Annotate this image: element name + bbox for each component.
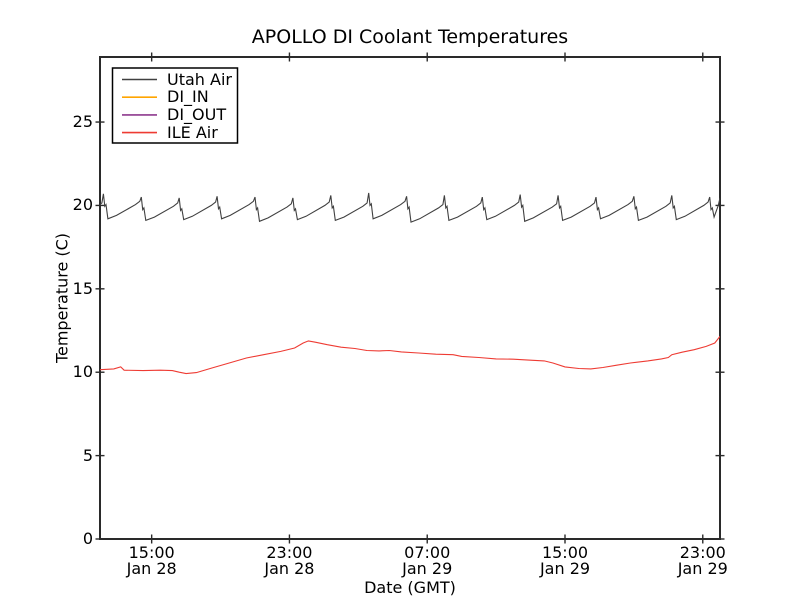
legend-label-ile-air: ILE Air xyxy=(167,122,218,142)
x-tick-date: Jan 29 xyxy=(677,559,728,578)
x-tick-date: Jan 29 xyxy=(402,559,453,578)
x-tick-label: 07:00 Jan 29 xyxy=(382,545,472,577)
y-tick-label: 0 xyxy=(82,529,93,548)
y-tick-label: 10 xyxy=(72,362,93,382)
y-tick-label: 20 xyxy=(72,195,93,215)
x-tick-label: 15:00 Jan 28 xyxy=(107,545,197,577)
x-tick-time: 15:00 xyxy=(128,543,175,562)
y-tick-label: 15 xyxy=(72,278,93,298)
y-tick-label: 25 xyxy=(72,112,93,132)
y-tick-label: 5 xyxy=(82,445,93,465)
x-tick-label: 23:00 Jan 28 xyxy=(244,545,334,577)
x-tick-date: Jan 28 xyxy=(126,559,177,578)
y-axis-label: Temperature (C) xyxy=(52,232,72,364)
legend-label-di-in: DI_IN xyxy=(167,87,209,107)
x-tick-label: 23:00 Jan 29 xyxy=(658,545,748,577)
legend-box xyxy=(111,67,239,144)
legend-label-utah-air: Utah Air xyxy=(167,69,232,89)
series-line-ile-air xyxy=(100,336,720,375)
x-axis-label: Date (GMT) xyxy=(364,578,456,597)
x-tick-label: 15:00 Jan 29 xyxy=(520,545,610,577)
x-tick-time: 23:00 xyxy=(679,543,726,562)
x-tick-time: 07:00 xyxy=(404,543,451,562)
x-tick-time: 15:00 xyxy=(541,543,589,562)
chart-title: APOLLO DI Coolant Temperatures xyxy=(251,26,569,48)
x-tick-time: 23:00 xyxy=(266,543,313,562)
x-tick-date: Jan 29 xyxy=(539,559,591,578)
plot-frame xyxy=(99,56,721,540)
x-tick-date: Jan 28 xyxy=(264,559,315,578)
legend-label-di-out: DI_OUT xyxy=(167,104,227,124)
series-line-utah-air xyxy=(100,192,720,223)
